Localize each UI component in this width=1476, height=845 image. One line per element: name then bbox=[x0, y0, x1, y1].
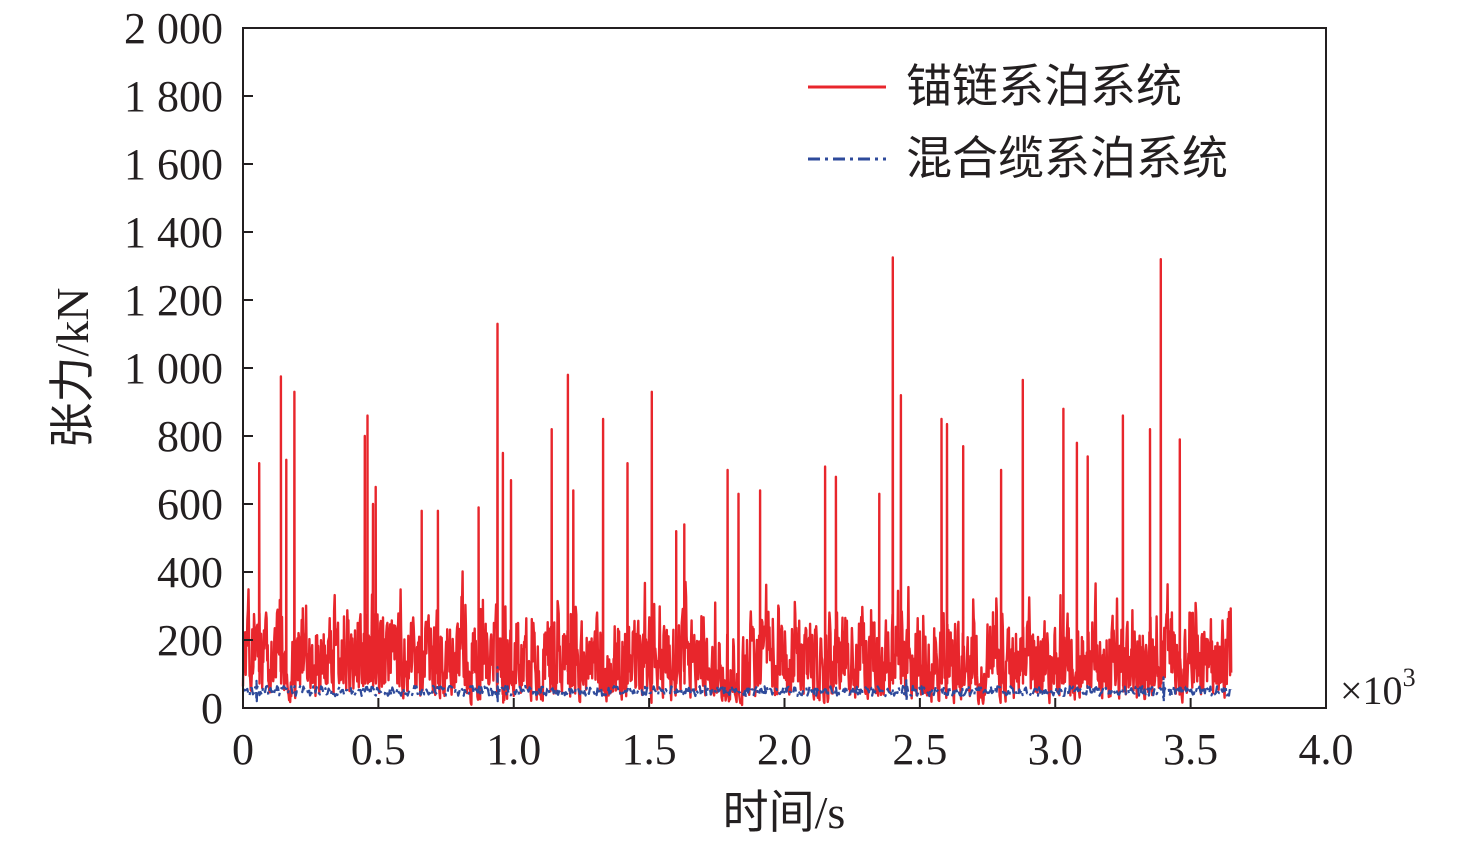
y-axis-label: 张力/kN bbox=[47, 288, 98, 449]
y-tick-label: 200 bbox=[157, 616, 223, 665]
y-tick-label: 0 bbox=[201, 684, 223, 733]
y-tick-label: 800 bbox=[157, 412, 223, 461]
y-tick-label: 600 bbox=[157, 480, 223, 529]
x-multiplier-exponent: 3 bbox=[1403, 663, 1416, 692]
series-line-chain bbox=[241, 256, 1233, 707]
x-axis-label: 时间/s bbox=[723, 787, 846, 838]
tick-labels: 0 200 400 600 800 1 000 1 200 1 400 1 600 1 800 2 … bbox=[124, 4, 1354, 774]
y-tick-label: 1 200 bbox=[124, 276, 223, 325]
x-tick-label: 2.5 bbox=[892, 725, 947, 774]
y-tick-label: 1 000 bbox=[124, 344, 223, 393]
y-tick-label: 1 600 bbox=[124, 140, 223, 189]
y-tick-label: 1 400 bbox=[124, 208, 223, 257]
series-line-hybrid bbox=[242, 666, 1233, 703]
x-axis-multiplier: ×103 bbox=[1340, 663, 1416, 713]
x-tick-label: 1.5 bbox=[622, 725, 677, 774]
x-tick-label: 3.5 bbox=[1163, 725, 1218, 774]
y-tick-label: 1 800 bbox=[124, 72, 223, 121]
x-tick-label: 2.0 bbox=[757, 725, 812, 774]
x-tick-label: 4.0 bbox=[1299, 725, 1354, 774]
y-tick-label: 2 000 bbox=[124, 4, 223, 53]
x-tick-label: 0 bbox=[232, 725, 254, 774]
y-tick-label: 400 bbox=[157, 548, 223, 597]
x-multiplier-base: ×10 bbox=[1340, 668, 1403, 713]
series-layer bbox=[241, 256, 1233, 707]
plot-frame bbox=[242, 27, 1327, 709]
legend-label-hybrid: 混合缆系泊系统 bbox=[906, 133, 1228, 184]
x-tick-label: 0.5 bbox=[351, 725, 406, 774]
axis-ticks bbox=[242, 27, 1327, 709]
x-tick-label: 3.0 bbox=[1028, 725, 1083, 774]
legend-label-chain: 锚链系泊系统 bbox=[906, 61, 1182, 112]
x-tick-label: 1.0 bbox=[486, 725, 541, 774]
legend: 锚链系泊系统 混合缆系泊系统 bbox=[808, 61, 1228, 184]
